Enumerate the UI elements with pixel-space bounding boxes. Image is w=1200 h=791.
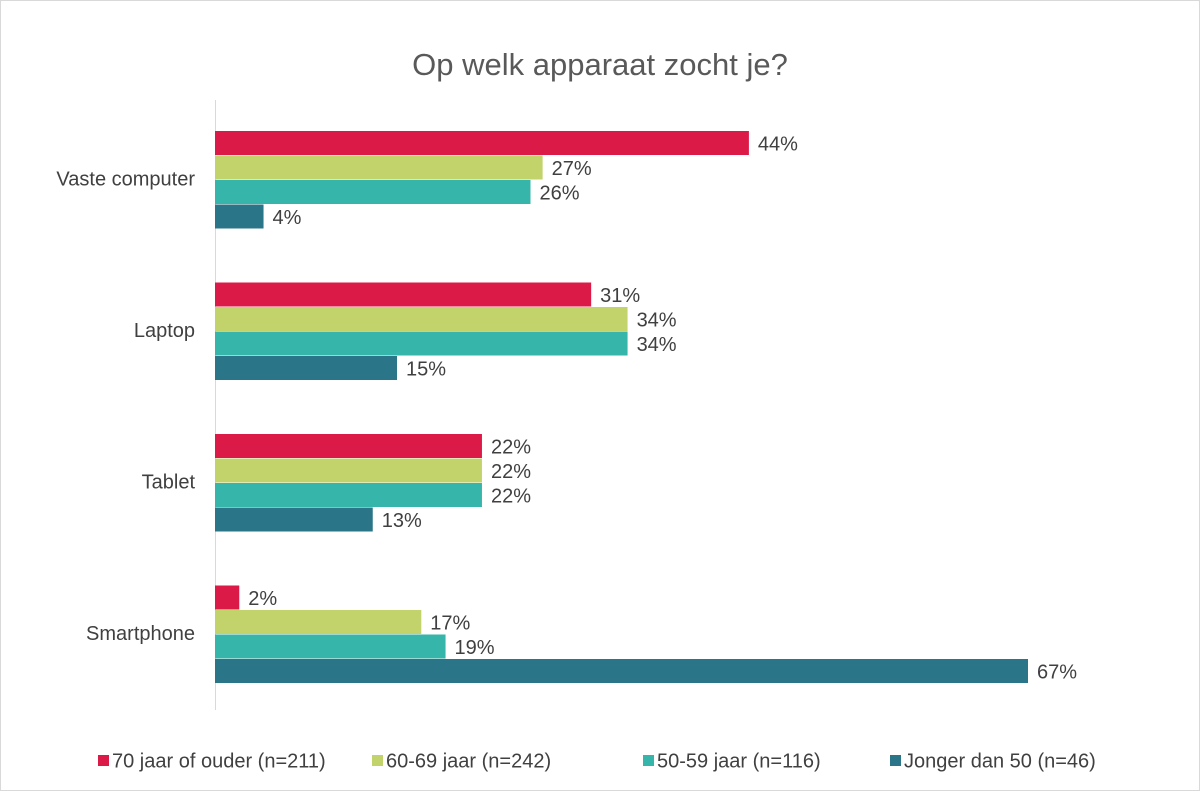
data-label: 34% [637, 310, 677, 332]
legend-swatch [98, 755, 109, 766]
data-label: 2% [248, 588, 277, 610]
bar [215, 282, 592, 307]
bar [215, 458, 482, 483]
legend-label: 60-69 jaar (n=242) [386, 750, 551, 772]
y-tick-label: Smartphone [86, 623, 195, 645]
bar [215, 180, 531, 204]
legend-swatch [890, 755, 901, 766]
data-label: 22% [491, 461, 531, 483]
bar [215, 204, 264, 229]
bar [215, 634, 446, 659]
bar [215, 434, 482, 458]
bar [215, 610, 422, 634]
legend-label: Jonger dan 50 (n=46) [904, 750, 1096, 772]
bar [215, 131, 749, 155]
data-label: 22% [491, 486, 531, 508]
bar [215, 483, 482, 507]
data-label: 22% [491, 437, 531, 459]
bar [215, 155, 543, 180]
legend-label: 50-59 jaar (n=116) [657, 750, 821, 772]
data-label: 26% [539, 183, 579, 205]
data-label: 31% [600, 285, 640, 307]
y-tick-label: Laptop [134, 320, 195, 342]
bar [215, 356, 398, 380]
data-label: 44% [758, 134, 798, 156]
data-label: 34% [637, 334, 677, 356]
bar [215, 331, 628, 356]
data-label: 15% [406, 359, 446, 381]
data-label: 17% [430, 613, 470, 635]
bar [215, 307, 628, 331]
bar [215, 659, 1028, 683]
y-tick-label: Tablet [142, 471, 196, 493]
data-label: 67% [1037, 662, 1077, 684]
bar [215, 507, 373, 532]
legend-label: 70 jaar of ouder (n=211) [112, 750, 326, 772]
data-label: 27% [552, 158, 592, 180]
data-label: 19% [455, 637, 495, 659]
legend-swatch [643, 755, 654, 766]
data-label: 13% [382, 510, 422, 532]
data-label: 4% [273, 207, 302, 229]
chart-title: Op welk apparaat zocht je? [412, 47, 788, 82]
bar [215, 585, 240, 610]
legend-swatch [372, 755, 383, 766]
y-tick-label: Vaste computer [56, 168, 195, 190]
